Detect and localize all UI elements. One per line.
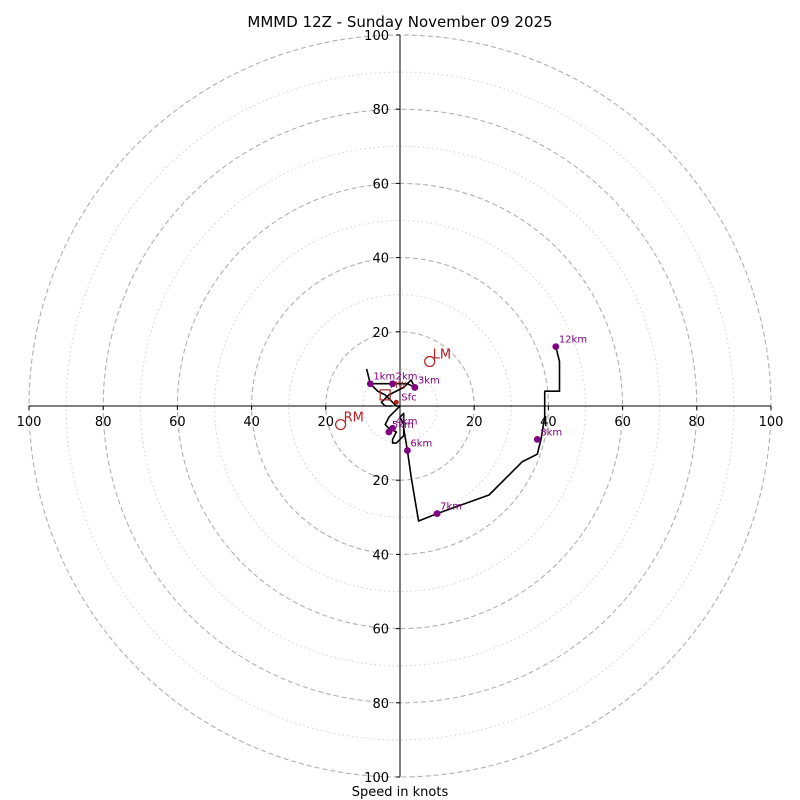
- surface-label: Sfc: [401, 392, 416, 403]
- height-marker-12km: [552, 343, 560, 351]
- height-label-1km: 1km: [373, 372, 395, 383]
- storm-motion-marker-LM: [424, 355, 436, 368]
- y-tick-label: 100: [364, 29, 389, 44]
- mean-wind-label: MW: [390, 381, 407, 391]
- y-tick-label: 20: [372, 474, 389, 489]
- x-tick-label: 20: [318, 415, 335, 430]
- height-label-7km: 7km: [440, 502, 462, 513]
- storm-motion-label-LM: LM: [433, 347, 451, 362]
- height-label-12km: 12km: [559, 335, 587, 346]
- storm-motion-markers: LM RM: [335, 347, 451, 431]
- mean-wind-marker: [379, 389, 391, 401]
- x-tick-label: 100: [17, 415, 42, 430]
- height-label-8km: 8km: [540, 427, 562, 438]
- chart-title: MMMD 12Z - Sunday November 09 2025: [247, 13, 552, 31]
- y-tick-label: 60: [372, 623, 389, 638]
- y-tick-label: 40: [372, 548, 389, 563]
- height-marker-2km: [389, 380, 396, 388]
- y-tick-label: 40: [372, 252, 389, 267]
- x-tick-label: 60: [614, 415, 631, 430]
- height-marker-5km: [385, 428, 393, 436]
- storm-motion-marker-RM: [335, 418, 347, 431]
- y-tick-label: 80: [372, 103, 389, 118]
- height-label-2km: 2km: [396, 372, 418, 383]
- y-tick-label: 60: [372, 177, 389, 192]
- x-tick-label: 100: [759, 415, 784, 430]
- height-label-6km: 6km: [410, 439, 432, 450]
- x-axis-label: Speed in knots: [352, 785, 449, 800]
- height-marker-6km: [404, 447, 411, 454]
- y-tick-label: 80: [372, 697, 389, 712]
- axes: 100 80 60 40 20 20 40 60 80 100100806040202040608…: [17, 29, 784, 786]
- height-marker-7km: [433, 510, 441, 517]
- x-tick-label: 80: [689, 415, 706, 430]
- hodograph-line-hodograph: [365, 346, 561, 522]
- y-tick-label: 20: [372, 326, 389, 341]
- hodograph-line-low-level: [370, 379, 416, 407]
- height-marker-1km: [366, 380, 374, 388]
- y-tick-label: 100: [364, 771, 389, 786]
- surface-marker: [393, 399, 399, 405]
- height-marker-8km: [533, 435, 541, 443]
- height-label-5km: 5km: [392, 420, 414, 431]
- x-tick-label: 80: [95, 415, 112, 430]
- height-marker-3km: [411, 384, 419, 391]
- x-tick-label: 20: [466, 415, 483, 430]
- x-tick-label: 60: [169, 415, 186, 430]
- height-label-4km: 4km: [396, 416, 418, 427]
- x-tick-label: 40: [243, 415, 260, 430]
- height-label-3km: 3km: [418, 375, 440, 386]
- storm-motion-label-RM: RM: [344, 411, 364, 426]
